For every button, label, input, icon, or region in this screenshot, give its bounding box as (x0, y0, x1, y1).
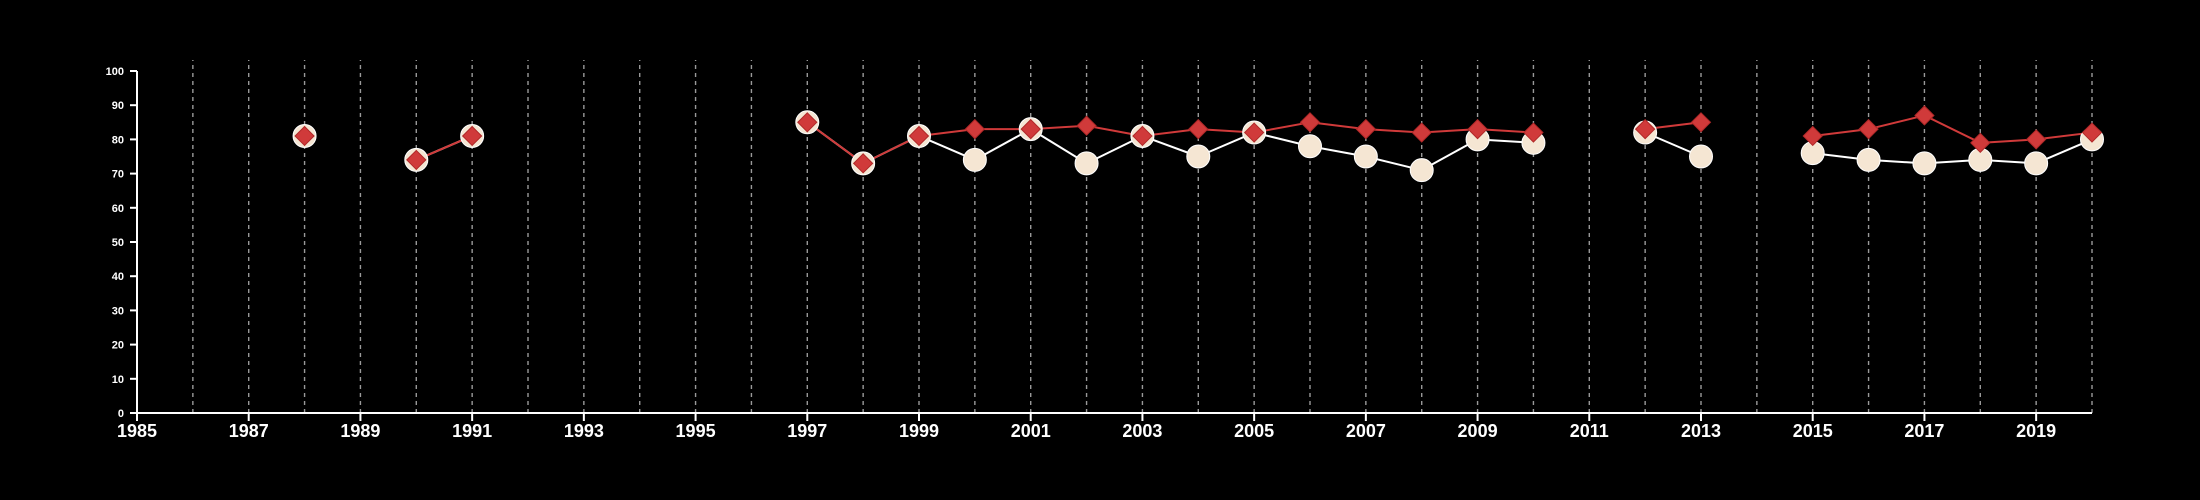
gridlines (192, 60, 2093, 413)
x-tick-label-2019: 2019 (2016, 421, 2056, 441)
series-2-point-2007 (1355, 118, 1377, 140)
x-tick-label-2009: 2009 (1458, 421, 1498, 441)
series-1-point-2016 (1856, 147, 1881, 172)
series-1-point-2013 (1689, 144, 1713, 169)
axes: 0 10 20 30 40 50 60 70 80 90 100 1985 1987 1989 1991 19… (106, 66, 2092, 441)
series-2-point-2008 (1411, 122, 1432, 143)
series-1-point-2002 (1074, 151, 1099, 176)
series-2-point-2009 (1467, 118, 1488, 140)
y-tick-label-100: 100 (106, 66, 124, 78)
y-tick-label-10: 10 (112, 374, 124, 386)
series-2-point-1991 (461, 125, 483, 147)
series-2-point-2010 (1523, 122, 1544, 143)
y-tick-label-40: 40 (112, 271, 124, 283)
x-tick-label-2015: 2015 (1793, 421, 1833, 441)
series-2-point-1998 (852, 153, 874, 174)
series-2-point-2015 (1802, 125, 1823, 147)
x-tick-label-1991: 1991 (452, 421, 492, 441)
series-1-point-2000 (962, 147, 987, 172)
x-tick-label-2005: 2005 (1234, 421, 1274, 441)
x-tick-label-2001: 2001 (1011, 421, 1051, 441)
x-tick-label-1989: 1989 (340, 421, 380, 441)
x-tick-label-2003: 2003 (1122, 421, 1162, 441)
series-2-point-2005 (1243, 122, 1265, 143)
x-tick-label-2007: 2007 (1346, 421, 1386, 441)
series-1-point-2004 (1186, 144, 1211, 169)
series-2-segment-2016-2017 (1868, 114, 1925, 131)
series-2-point-1990 (406, 149, 427, 171)
series-1-point-2007 (1353, 144, 1378, 169)
x-tick-label-1995: 1995 (676, 421, 716, 441)
y-tick-label-0: 0 (118, 408, 124, 420)
x-tick-label-1987: 1987 (229, 421, 269, 441)
series-2-point-2001 (1020, 118, 1041, 140)
x-tick-label-2011: 2011 (1570, 421, 1609, 441)
series-1-point-2019 (2024, 151, 2049, 176)
series-2-point-2020 (2081, 122, 2103, 143)
series-2-segment-2006-2007 (1309, 121, 1366, 131)
series-2-point-2004 (1188, 118, 1209, 140)
series-1-point-2006 (1298, 134, 1322, 159)
y-tick-label-90: 90 (112, 100, 124, 112)
x-tick-label-2013: 2013 (1681, 421, 1721, 441)
series-2-point-1997 (797, 112, 818, 133)
series-2-point-2002 (1076, 115, 1097, 136)
x-tick-label-1999: 1999 (899, 421, 939, 441)
series-2-segment-2015-2016 (1812, 128, 1869, 137)
y-tick-label-60: 60 (112, 203, 124, 215)
series-1-point-2017 (1912, 151, 1937, 176)
series-2-point-2013 (1690, 112, 1712, 133)
series-2-point-1988 (294, 125, 315, 147)
x-tick-label-2017: 2017 (1904, 421, 1944, 441)
series-1-point-2008 (1409, 158, 1434, 183)
y-tick-label-80: 80 (112, 134, 124, 146)
x-tick-label-1985: 1985 (117, 421, 157, 441)
x-tick-label-1997: 1997 (787, 421, 827, 441)
y-tick-label-20: 20 (112, 340, 124, 352)
y-tick-label-70: 70 (112, 169, 124, 181)
series-2-point-2016 (1858, 118, 1879, 140)
series-2-point-2003 (1132, 125, 1153, 147)
series-2-point-2019 (2025, 129, 2047, 150)
series-2-point-2017 (1914, 105, 1935, 126)
y-tick-label-50: 50 (112, 237, 124, 249)
series-2-segment-2017-2018 (1923, 114, 1981, 144)
series-2-point-2018 (1970, 132, 1991, 154)
y-tick-label-30: 30 (112, 305, 124, 317)
series-2-point-2012 (1634, 118, 1656, 140)
series-2-point-1999 (908, 125, 930, 147)
series-markers (292, 105, 2104, 183)
series-2-point-2000 (964, 118, 986, 140)
x-tick-label-1993: 1993 (564, 421, 604, 441)
series-2-point-2006 (1299, 112, 1321, 133)
